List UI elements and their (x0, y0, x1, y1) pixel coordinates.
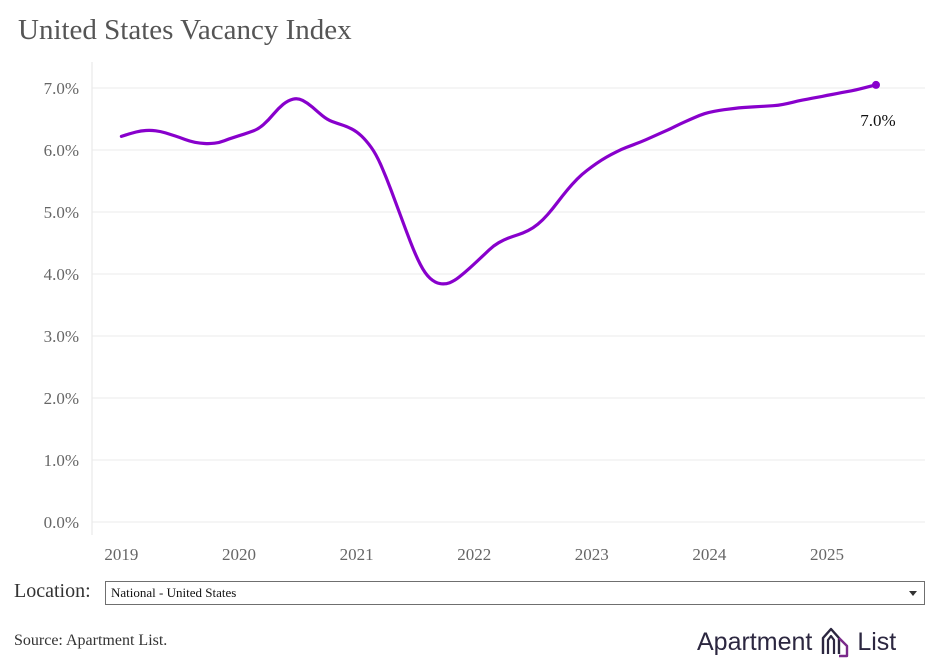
series-end-label: 7.0% (860, 111, 895, 130)
y-tick-label: 6.0% (44, 141, 79, 160)
logo-word-apartment: Apartment (697, 627, 813, 656)
x-tick-label: 2019 (104, 545, 138, 564)
x-tick-label: 2023 (575, 545, 609, 564)
series-end-point (872, 80, 880, 89)
y-tick-label: 7.0% (44, 79, 79, 98)
logo-word-list: List (857, 627, 897, 656)
location-dropdown[interactable]: National - United States (105, 581, 925, 605)
location-label: Location: (14, 580, 91, 602)
x-tick-label: 2025 (810, 545, 844, 564)
x-tick-label: 2021 (340, 545, 374, 564)
apartment-list-logo-icon (822, 627, 849, 658)
chevron-down-icon[interactable] (909, 591, 917, 596)
y-tick-label: 0.0% (44, 513, 79, 532)
y-tick-label: 2.0% (44, 389, 79, 408)
x-tick-label: 2020 (222, 545, 256, 564)
x-tick-label: 2024 (692, 545, 727, 564)
source-note: Source: Apartment List. (14, 632, 168, 649)
y-tick-label: 3.0% (44, 327, 79, 346)
location-selected-value: National - United States (111, 585, 237, 600)
y-tick-label: 5.0% (44, 203, 79, 222)
chart-title: United States Vacancy Index (18, 14, 352, 46)
gridlines (92, 87, 925, 523)
x-tick-label: 2022 (457, 545, 491, 564)
series-layer: 7.0% (119, 80, 896, 286)
axes: 0.0% 1.0% 2.0% 3.0% 4.0% 5.0% 6.0% 7.0% 2019 2020… (44, 62, 844, 564)
line-chart: 0.0% 1.0% 2.0% 3.0% 4.0% 5.0% 6.0% 7.0% 2019 2020… (44, 62, 925, 564)
y-tick-label: 4.0% (44, 265, 79, 284)
series-line (119, 83, 878, 286)
apartment-list-logo[interactable]: Apartment List (697, 624, 896, 660)
y-tick-label: 1.0% (44, 451, 79, 470)
